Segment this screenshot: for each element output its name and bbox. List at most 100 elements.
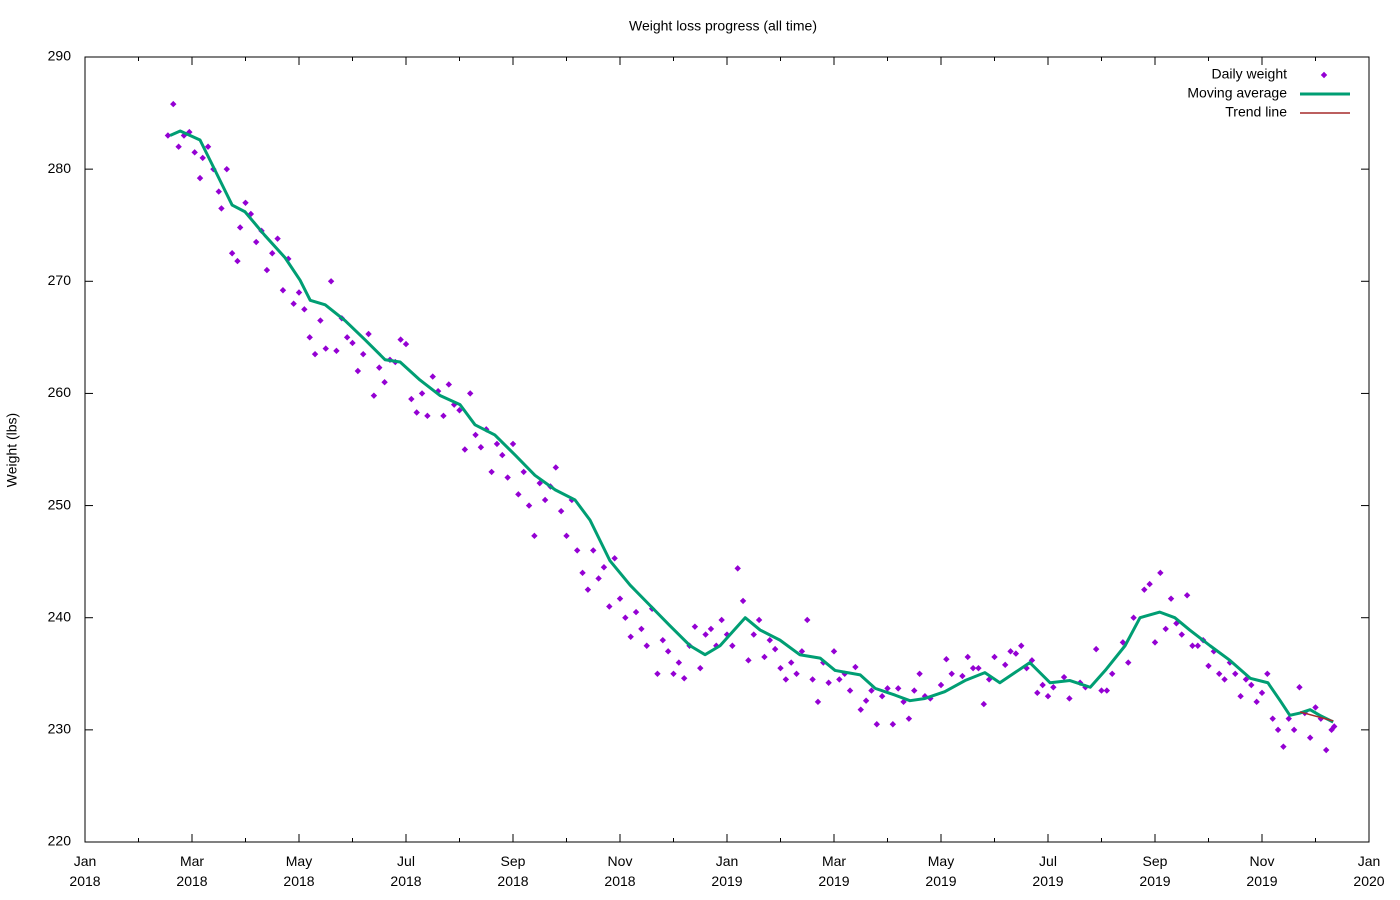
data-point [1264,670,1271,677]
data-point [809,676,816,683]
data-point [290,300,297,307]
data-point [541,496,549,504]
data-point [445,381,452,388]
data-point [1151,639,1159,646]
data-point [563,532,570,540]
data-point [804,616,811,624]
data-point [814,698,822,706]
data-point [729,642,736,649]
data-point [825,679,832,686]
data-point [616,595,624,602]
data-point [1050,684,1057,691]
y-tick-label: 220 [48,833,72,849]
legend-label: Trend line [1225,104,1287,120]
data-point [424,412,431,420]
data-point [664,648,672,655]
data-point [1221,676,1228,683]
data-point [234,257,241,265]
data-point [777,664,784,672]
data-point [317,317,324,324]
y-axis-label: Weight (lbs) [4,413,20,487]
data-point [788,659,795,666]
data-point [1007,648,1014,655]
data-point [408,395,415,403]
data-point [691,623,699,630]
data-point [846,687,854,694]
data-point [943,656,950,663]
x-tick-label: Sep 2018 [497,853,529,889]
data-point [911,687,918,694]
data-point [1331,723,1338,730]
data-point [1258,689,1266,697]
data-point [1183,592,1191,599]
data-point [916,670,923,677]
data-point [218,205,225,212]
data-point [836,676,843,683]
data-point [771,645,779,653]
x-tick-label: Mar 2019 [818,853,850,889]
y-tick-label: 230 [48,721,72,737]
data-point [991,653,998,661]
data-point [1232,670,1239,677]
data-point [1125,659,1132,666]
data-point [1253,698,1260,706]
data-point [632,608,640,616]
data-point [1044,693,1052,700]
data-point [606,603,613,610]
data-point [196,174,204,182]
data-point [306,334,313,341]
data-point [557,507,565,515]
data-point [354,367,362,375]
data-point [830,648,838,655]
data-point [515,491,522,498]
data-point [1248,681,1255,689]
data-point [1060,673,1068,681]
x-tick-label: Nov 2019 [1246,853,1278,889]
data-point [170,100,177,108]
data-point [670,670,677,677]
data-point [878,693,886,700]
data-point [493,440,501,448]
x-tick-label: Jan 2019 [711,853,743,889]
x-tick-label: Jan 2020 [1353,853,1385,889]
x-tick-label: Jan 2018 [69,853,101,889]
data-point [1018,642,1025,649]
data-point [1210,648,1218,655]
data-point [1002,661,1009,669]
data-point [461,446,469,453]
data-point [236,224,244,231]
data-point [852,663,859,671]
data-point [467,390,474,397]
data-point [311,350,319,358]
data-point [1189,642,1196,649]
data-point [269,250,276,257]
y-tick-label: 280 [48,160,72,176]
y-tick-label: 250 [48,496,72,512]
data-point [755,616,763,624]
legend-label: Moving average [1187,85,1287,101]
data-point [1317,715,1325,722]
data-point [959,672,966,680]
data-point [397,336,404,343]
legend-symbol [1320,71,1328,79]
x-tick-label: Jul 2019 [1032,853,1064,889]
x-tick-label: Sep 2019 [1139,853,1171,889]
data-point [798,648,806,655]
data-point [349,339,356,347]
data-point [1216,670,1223,677]
data-point [574,547,581,554]
data-point [365,330,372,338]
data-point [242,199,249,206]
data-point [228,250,236,257]
data-point [969,664,977,672]
data-point [675,659,683,666]
data-point [766,636,773,644]
data-point [1290,726,1298,734]
data-point [1178,631,1185,638]
data-point [739,597,747,605]
data-point [509,440,517,448]
data-point [456,407,463,414]
data-point [376,364,383,371]
data-point [370,392,378,399]
